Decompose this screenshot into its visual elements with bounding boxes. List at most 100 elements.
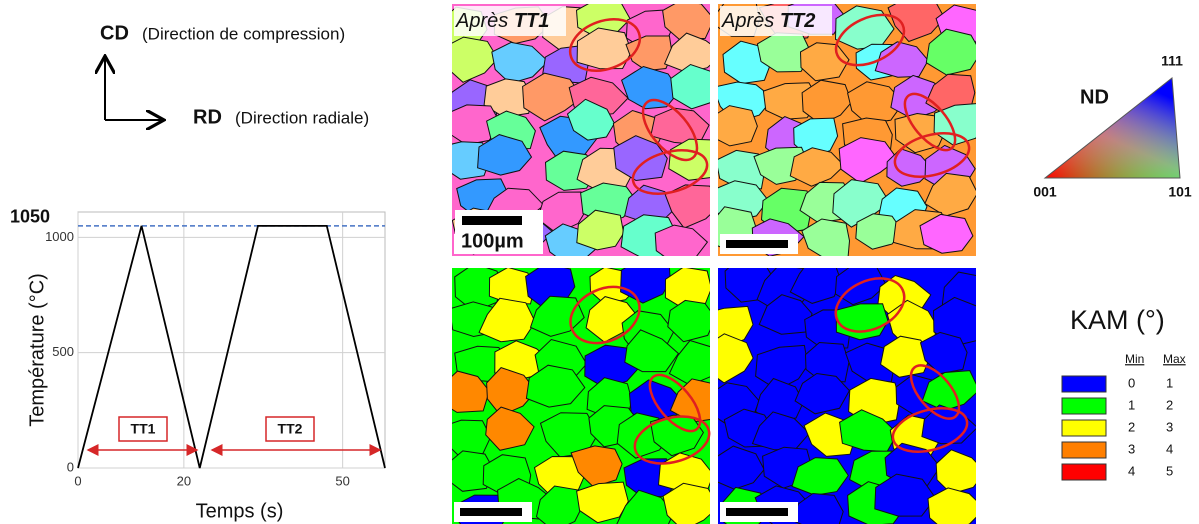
- highlight-ellipse: [641, 98, 699, 162]
- grain: [566, 98, 615, 141]
- grain: [452, 104, 502, 146]
- grain: [919, 213, 974, 254]
- grain: [570, 445, 623, 488]
- grain: [789, 268, 842, 304]
- y-tick-label: 0: [67, 459, 74, 474]
- grain: [925, 28, 976, 76]
- kam-header: Max: [1163, 352, 1186, 366]
- kam-swatch: [1061, 397, 1107, 415]
- ipf-corner: 001: [1033, 184, 1057, 200]
- grain: [576, 27, 633, 70]
- map-title-name: TT1: [514, 10, 550, 32]
- highlight-ellipse: [631, 149, 709, 195]
- grain: [794, 372, 851, 415]
- map-title-name: TT2: [780, 10, 816, 32]
- grain: [522, 72, 584, 122]
- map-title: Après TT1: [455, 10, 549, 32]
- x-tick-label: 50: [335, 473, 349, 488]
- highlight-ellipse: [834, 277, 906, 333]
- grain: [921, 370, 976, 412]
- kam-max: 1: [1166, 375, 1173, 390]
- grain: [924, 172, 976, 217]
- y-tick-label: 1000: [45, 229, 74, 244]
- grain: [576, 209, 625, 251]
- grain: [525, 364, 586, 408]
- grain: [452, 36, 499, 83]
- map-title-prefix: Après: [721, 10, 774, 32]
- grain: [755, 344, 809, 391]
- grain: [662, 482, 710, 524]
- grain: [616, 489, 675, 524]
- grain: [478, 297, 536, 343]
- x-tick-label: 0: [74, 473, 81, 488]
- grain: [880, 335, 932, 378]
- grain: [664, 184, 710, 229]
- grain: [758, 294, 813, 335]
- grain: [576, 481, 629, 524]
- highlight-ellipse: [569, 285, 641, 345]
- kam-min: 3: [1128, 441, 1135, 456]
- grain: [488, 268, 536, 305]
- grain: [855, 213, 903, 250]
- grain: [874, 473, 937, 517]
- grain: [718, 333, 754, 384]
- grain: [718, 105, 758, 147]
- map-title: Après TT2: [721, 10, 815, 32]
- phase-label: TT1: [131, 421, 156, 437]
- grain: [477, 134, 533, 176]
- grain: [718, 445, 765, 490]
- grain: [801, 79, 853, 125]
- cd-label: CD: [100, 22, 129, 44]
- grain: [613, 135, 668, 182]
- phase-label: TT2: [278, 421, 303, 437]
- kam-min: 1: [1128, 397, 1135, 412]
- highlight-ellipse: [909, 364, 961, 420]
- grain: [667, 299, 710, 343]
- x-tick-label: 20: [177, 473, 191, 488]
- grain: [668, 339, 710, 386]
- y-axis-label: Température (°C): [26, 273, 48, 427]
- ipf-corner: 101: [1168, 184, 1192, 200]
- scale-bar: [726, 508, 788, 516]
- kam-max: 4: [1166, 441, 1173, 456]
- grain: [838, 137, 899, 184]
- rd-desc: (Direction radiale): [235, 108, 369, 127]
- grain: [491, 41, 549, 85]
- grain: [935, 449, 976, 495]
- map-title-prefix: Après: [455, 10, 508, 32]
- scale-bar: [460, 508, 522, 516]
- scale-bar: [726, 240, 788, 248]
- phase-box: [265, 416, 315, 442]
- rd-label: RD: [193, 106, 222, 128]
- kam-min: 2: [1128, 419, 1135, 434]
- title-bg: [720, 6, 832, 36]
- kam-header: Min: [1125, 352, 1144, 366]
- ipf-corner: 111: [1161, 53, 1183, 69]
- highlight-ellipse: [568, 18, 642, 72]
- scale-bar: [462, 216, 522, 225]
- kam-swatch: [1061, 441, 1107, 459]
- grain: [663, 32, 710, 74]
- kam-min: 0: [1128, 375, 1135, 390]
- highlight-ellipse: [903, 92, 957, 152]
- y-tick-label: 500: [52, 344, 74, 359]
- kam-min: 4: [1128, 463, 1135, 478]
- grain: [670, 63, 710, 110]
- grain: [834, 268, 887, 306]
- highlight-ellipse: [891, 407, 969, 453]
- kam-swatch: [1061, 375, 1107, 393]
- highlight-ellipse: [893, 132, 971, 178]
- phase-box: [118, 416, 168, 442]
- grain: [486, 367, 537, 417]
- grain: [624, 329, 680, 373]
- kam-title: KAM (°): [1070, 305, 1165, 335]
- grain: [801, 218, 851, 256]
- title-bg: [454, 6, 566, 36]
- grain: [483, 78, 533, 118]
- kam-max: 5: [1166, 463, 1173, 478]
- highlight-ellipse: [633, 415, 711, 465]
- grain: [654, 224, 709, 256]
- map-panel: [452, 268, 710, 524]
- map-panel: [718, 4, 976, 256]
- grain: [919, 331, 968, 375]
